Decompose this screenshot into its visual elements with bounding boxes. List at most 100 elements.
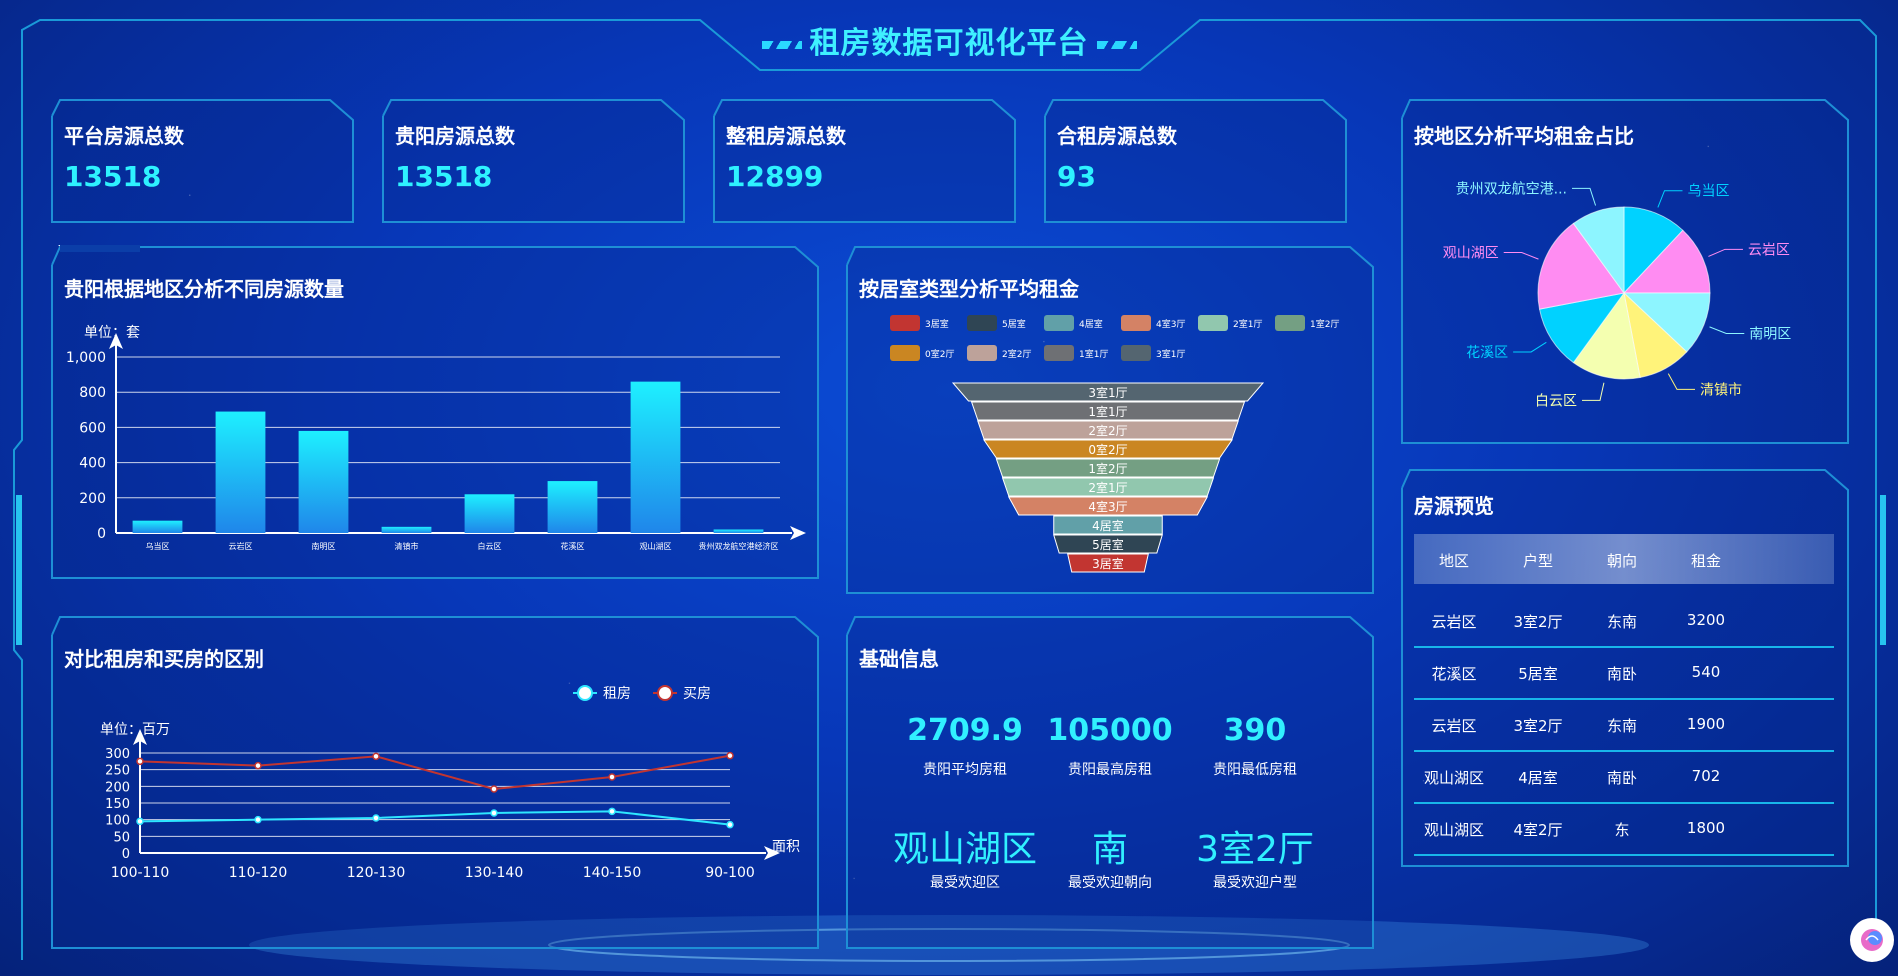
pie-label: 乌当区 (1687, 184, 1729, 200)
legend-label: 买房 (683, 686, 711, 702)
pie-label: 南明区 (1749, 326, 1791, 342)
x-tick-label: 贵州双龙航空港经济区 (699, 541, 779, 551)
y-tick-label: 1,000 (66, 350, 106, 366)
pie-leader-line (1709, 326, 1745, 334)
funnel-stage (1053, 534, 1163, 554)
preview-title: 房源预览 (1414, 494, 1494, 518)
legend-swatch (1044, 345, 1074, 361)
table-row[interactable]: 花溪区 5居室 南卧 540 (1414, 646, 1834, 700)
panel-border (51, 99, 354, 223)
funnel-panel-title: 按居室类型分析平均租金 (859, 277, 1079, 301)
x-axis-arrow (764, 846, 780, 860)
y-axis-arrow (109, 333, 123, 349)
legend-marker (577, 685, 593, 701)
pie-panel-title: 按地区分析平均租金占比 (1414, 124, 1634, 148)
x-tick-label: 白云区 (478, 541, 502, 551)
bar-panel-title: 贵阳根据地区分析不同房源数量 (64, 277, 344, 301)
dashboard-title: 租房数据可视化平台 (0, 18, 1898, 62)
table-cell: 花溪区 (1431, 665, 1477, 683)
table-cell: 观山湖区 (1423, 769, 1484, 787)
panel-border (713, 99, 1016, 223)
pie-leader-line (1708, 248, 1743, 257)
funnel-stage-label: 3室1厅 (1088, 385, 1127, 400)
stat-panel: 贵阳房源总数 13518 (381, 98, 686, 224)
funnel-stage (1001, 477, 1215, 497)
funnel-stage-label: 5居室 (1092, 537, 1124, 552)
funnel-stage-label: 0室2厅 (1088, 442, 1127, 457)
panel-border (51, 616, 819, 949)
legend-swatch (1198, 315, 1228, 331)
popular-district-value: 观山湖区 (892, 829, 1037, 870)
popular-layout-label: 最受欢迎户型 (1213, 875, 1297, 891)
pie-slice (1538, 292, 1626, 364)
funnel-stage (1053, 515, 1163, 535)
panel-border (1044, 99, 1347, 223)
title-deco-right (1096, 40, 1137, 49)
table-cell: 东 (1614, 821, 1630, 839)
table-row[interactable]: 云岩区 3室2厅 东南 3200 (1414, 594, 1834, 648)
data-point (372, 814, 380, 822)
pie-slice (1622, 229, 1711, 294)
table-cell: 3室2厅 (1513, 613, 1563, 631)
legend-swatch (1044, 315, 1074, 331)
table-row[interactable]: 观山湖区 4室2厅 东 1800 (1414, 802, 1834, 856)
pie-chart-panel: 按地区分析平均租金占比 乌当区 云岩区 南明区 清镇市 白云区 花溪区 观山湖区 贵州双龙航空… (1400, 98, 1850, 445)
title-deco-left (761, 40, 802, 49)
popular-district-label: 最受欢迎区 (930, 875, 1000, 891)
x-tick-label: 清镇市 (395, 541, 419, 551)
header-layout: 户型 (1522, 552, 1553, 570)
table-row[interactable]: 云岩区 3室2厅 东南 1900 (1414, 698, 1834, 752)
stat-panel: 合租房源总数 93 (1043, 98, 1348, 224)
bar-chart: 1,000 800 600 400 200 0 乌当区 云岩区 南明区 清镇市 白云区 花溪区 观山湖区… (66, 333, 806, 551)
table-cell: 1800 (1686, 819, 1726, 837)
funnel-panel: 按居室类型分析平均租金 3居室 5居室 4居室 4室3厅 2室1厅 1室2厅 0室2厅 2室2… (845, 245, 1375, 595)
funnel-stage (1067, 553, 1149, 573)
table-cell: 南卧 (1606, 665, 1637, 683)
bar (464, 494, 515, 533)
stat-label: 平台房源总数 (64, 124, 184, 148)
preview-table-panel: 房源预览 地区 户型 朝向 租金 云岩区 3室2厅 东南 3200 花溪区 5居室 南卧 54… (1400, 468, 1850, 868)
pie-slice (1572, 291, 1641, 380)
bar (381, 526, 432, 533)
table-cell: 3200 (1686, 611, 1726, 629)
pie-slice (1572, 206, 1625, 295)
data-point (254, 815, 262, 824)
x-tick-label: 云岩区 (229, 541, 253, 551)
y-tick-label: 50 (113, 830, 130, 845)
table-cell: 5居室 (1518, 665, 1558, 683)
pie-label: 观山湖区 (1443, 246, 1499, 262)
pie-label: 花溪区 (1466, 345, 1508, 361)
funnel-stage (977, 420, 1239, 440)
assistant-brain-icon[interactable] (1850, 918, 1894, 962)
data-point (726, 820, 734, 829)
table-cell: 东南 (1606, 613, 1637, 631)
x-axis-arrow (790, 526, 806, 540)
pie-label: 贵州双龙航空港... (1456, 181, 1567, 197)
bar (547, 481, 598, 533)
funnel-chart: 3居室 5居室 4居室 4室3厅 2室1厅 1室2厅 0室2厅 2室2厅 1室1厅 3室1厅 3室1… (890, 315, 1339, 573)
data-point (490, 809, 498, 817)
table-cell: 云岩区 (1431, 613, 1477, 631)
table-cell: 云岩区 (1431, 717, 1477, 735)
bar (132, 520, 183, 533)
stat-value: 12899 (726, 160, 824, 193)
pie-label: 白云区 (1535, 393, 1577, 409)
basic-info-panel: 基础信息 2709.9 贵阳平均房租 105000 贵阳最高房租 390 贵阳最… (845, 615, 1375, 950)
header-orientation: 朝向 (1606, 552, 1637, 570)
table-row[interactable]: 观山湖区 4居室 南卧 702 (1414, 750, 1834, 804)
x-tick-label: 110-120 (229, 865, 288, 881)
data-point (254, 761, 262, 770)
pie-slice (1537, 222, 1625, 310)
bar-chart-panel: 贵阳根据地区分析不同房源数量 单位：套 1,000 800 600 400 200 0 乌当… (50, 245, 820, 580)
table-cell: 4居室 (1518, 769, 1558, 787)
bar-unit-label: 单位：套 (84, 325, 140, 341)
x-tick-label: 140-150 (583, 865, 642, 881)
pie-label: 云岩区 (1748, 242, 1790, 258)
legend-swatch (1121, 345, 1151, 361)
x-tick-label: 南明区 (312, 541, 336, 551)
y-tick-label: 250 (105, 764, 130, 779)
bar (215, 411, 266, 533)
x-tick-label: 花溪区 (561, 541, 585, 551)
